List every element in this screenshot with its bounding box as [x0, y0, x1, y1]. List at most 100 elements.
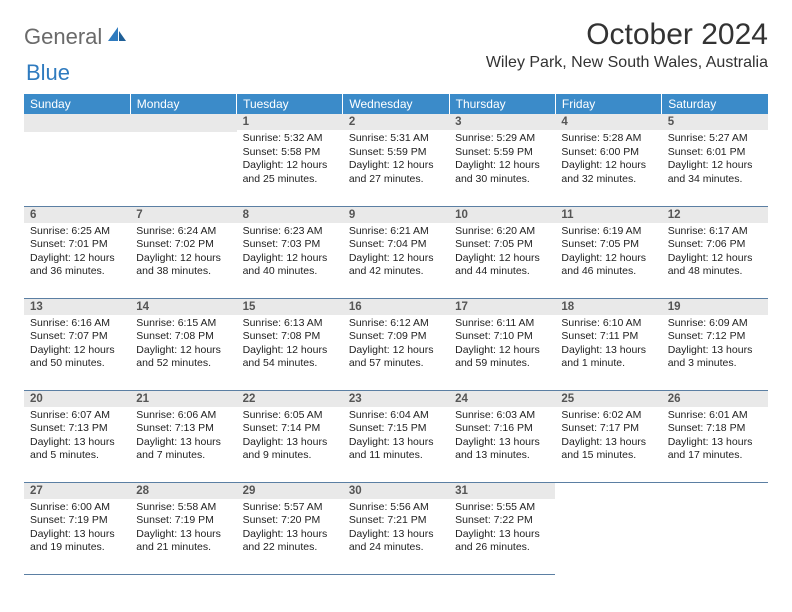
sunset-text: Sunset: 7:18 PM [668, 422, 762, 436]
calendar-week-row: 13Sunrise: 6:16 AMSunset: 7:07 PMDayligh… [24, 298, 768, 390]
sunset-text: Sunset: 7:20 PM [243, 514, 337, 528]
calendar-week-row: 20 Sunrise: 6:07 AM Sunset: 7:13 PM Dayligh… [24, 390, 768, 482]
daylight-text: Daylight: 12 hours and 46 minutes. [561, 252, 655, 279]
calendar-cell: 6Sunrise: 6:25 AMSunset: 7:01 PMDaylight… [24, 206, 130, 298]
daylight-text: Daylight: 12 hours and 30 minutes. [455, 159, 549, 186]
day-number: 1 [237, 114, 343, 130]
cell-body: Sunrise: 6:00 AMSunset: 7:19 PMDaylight:… [24, 499, 130, 560]
cell-body: Sunrise: 6:17 AMSunset: 7:06 PMDaylight:… [662, 223, 768, 284]
cell-body: Sunrise: 6:15 AMSunset: 7:08 PMDaylight:… [130, 315, 236, 376]
daylight-text: Daylight: 13 hours and 9 minutes. [243, 436, 337, 463]
sunset-text: Sunset: 7:03 PM [243, 238, 337, 252]
logo-sail-icon [106, 25, 128, 50]
daylight-text: Daylight: 13 hours and 15 minutes. [561, 436, 655, 463]
daylight-text: Daylight: 13 hours and 11 minutes. [349, 436, 443, 463]
sunrise-text: Sunrise: 6:11 AM [455, 317, 549, 331]
calendar-week-row: 6Sunrise: 6:25 AMSunset: 7:01 PMDaylight… [24, 206, 768, 298]
sunrise-text: Sunrise: 6:02 AM [561, 409, 655, 423]
sunrise-text: Sunrise: 5:58 AM [136, 501, 230, 515]
day-number: 27 [24, 483, 130, 499]
day-number: 13 [24, 299, 130, 315]
calendar-cell: 10Sunrise: 6:20 AMSunset: 7:05 PMDayligh… [449, 206, 555, 298]
day-number: 26 [662, 391, 768, 407]
daylight-text: Daylight: 13 hours and 5 minutes. [30, 436, 124, 463]
calendar-cell: 1Sunrise: 5:32 AMSunset: 5:58 PMDaylight… [237, 114, 343, 206]
calendar-cell: 22Sunrise: 6:05 AMSunset: 7:14 PMDayligh… [237, 390, 343, 482]
day-number: 4 [555, 114, 661, 130]
empty-cell [662, 483, 768, 553]
calendar-cell: 16Sunrise: 6:12 AMSunset: 7:09 PMDayligh… [343, 298, 449, 390]
calendar-cell: 25 Sunrise: 6:02 AMSunset: 7:17 PMDayligh… [555, 390, 661, 482]
day-header: Friday [555, 94, 661, 114]
day-number: 23 [343, 391, 449, 407]
day-number: 19 [662, 299, 768, 315]
day-number: 24 [449, 391, 555, 407]
sunset-text: Sunset: 7:13 PM [136, 422, 230, 436]
sunrise-text: Sunrise: 6:17 AM [668, 225, 762, 239]
calendar-cell: 8Sunrise: 6:23 AMSunset: 7:03 PMDaylight… [237, 206, 343, 298]
sunrise-text: Sunrise: 6:03 AM [455, 409, 549, 423]
sunset-text: Sunset: 5:58 PM [243, 146, 337, 160]
sunset-text: Sunset: 7:10 PM [455, 330, 549, 344]
cell-body: Sunrise: 6:16 AMSunset: 7:07 PMDaylight:… [24, 315, 130, 376]
calendar-cell: 4Sunrise: 5:28 AMSunset: 6:00 PMDaylight… [555, 114, 661, 206]
cell-body: Sunrise: 6:12 AMSunset: 7:09 PMDaylight:… [343, 315, 449, 376]
sunset-text: Sunset: 7:17 PM [561, 422, 655, 436]
empty-cell [24, 132, 130, 202]
sunrise-text: Sunrise: 6:24 AM [136, 225, 230, 239]
daylight-text: Daylight: 13 hours and 19 minutes. [30, 528, 124, 555]
day-number: 5 [662, 114, 768, 130]
daylight-text: Daylight: 12 hours and 40 minutes. [243, 252, 337, 279]
calendar-cell [130, 114, 236, 206]
sunset-text: Sunset: 7:19 PM [136, 514, 230, 528]
empty-cell [130, 132, 236, 202]
daylight-text: Daylight: 13 hours and 21 minutes. [136, 528, 230, 555]
empty-cell [555, 483, 661, 553]
cell-body: Sunrise: 6:05 AMSunset: 7:14 PMDaylight:… [237, 407, 343, 468]
cell-body: Sunrise: 6:20 AMSunset: 7:05 PMDaylight:… [449, 223, 555, 284]
calendar-cell: 2Sunrise: 5:31 AMSunset: 5:59 PMDaylight… [343, 114, 449, 206]
cell-body: Sunrise: 5:28 AMSunset: 6:00 PMDaylight:… [555, 130, 661, 191]
sunset-text: Sunset: 7:07 PM [30, 330, 124, 344]
sunset-text: Sunset: 7:04 PM [349, 238, 443, 252]
calendar-page: General October 2024 Wiley Park, New Sou… [0, 0, 792, 575]
month-title: October 2024 [486, 18, 768, 52]
sunset-text: Sunset: 7:14 PM [243, 422, 337, 436]
cell-body: Sunrise: 5:55 AMSunset: 7:22 PMDaylight:… [449, 499, 555, 560]
day-number: 12 [662, 207, 768, 223]
day-number: 9 [343, 207, 449, 223]
day-header: Wednesday [343, 94, 449, 114]
sunset-text: Sunset: 7:01 PM [30, 238, 124, 252]
sunset-text: Sunset: 7:05 PM [455, 238, 549, 252]
day-number: 17 [449, 299, 555, 315]
sunrise-text: Sunrise: 6:10 AM [561, 317, 655, 331]
cell-body: Sunrise: 6:24 AMSunset: 7:02 PMDaylight:… [130, 223, 236, 284]
cell-body: Sunrise: 6:25 AMSunset: 7:01 PMDaylight:… [24, 223, 130, 284]
cell-body: Sunrise: 6:09 AMSunset: 7:12 PMDaylight:… [662, 315, 768, 376]
day-header: Sunday [24, 94, 130, 114]
daylight-text: Daylight: 13 hours and 26 minutes. [455, 528, 549, 555]
sunset-text: Sunset: 7:05 PM [561, 238, 655, 252]
sunrise-text: Sunrise: 6:21 AM [349, 225, 443, 239]
calendar-cell: 9Sunrise: 6:21 AMSunset: 7:04 PMDaylight… [343, 206, 449, 298]
cell-body: Sunrise: 6:11 AMSunset: 7:10 PMDaylight:… [449, 315, 555, 376]
sunset-text: Sunset: 7:08 PM [136, 330, 230, 344]
day-number: 6 [24, 207, 130, 223]
sunset-text: Sunset: 7:02 PM [136, 238, 230, 252]
calendar-cell: 12Sunrise: 6:17 AMSunset: 7:06 PMDayligh… [662, 206, 768, 298]
calendar-cell: 21Sunrise: 6:06 AMSunset: 7:13 PMDayligh… [130, 390, 236, 482]
sunset-text: Sunset: 7:19 PM [30, 514, 124, 528]
day-number: 11 [555, 207, 661, 223]
day-number: 20 [24, 391, 130, 407]
calendar-cell: 23Sunrise: 6:04 AMSunset: 7:15 PMDayligh… [343, 390, 449, 482]
logo: General [24, 18, 130, 50]
sunrise-text: Sunrise: 6:07 AM [30, 409, 124, 423]
sunset-text: Sunset: 7:08 PM [243, 330, 337, 344]
sunrise-text: Sunrise: 6:15 AM [136, 317, 230, 331]
day-number: 2 [343, 114, 449, 130]
sunrise-text: Sunrise: 6:06 AM [136, 409, 230, 423]
daylight-text: Daylight: 13 hours and 24 minutes. [349, 528, 443, 555]
daylight-text: Daylight: 13 hours and 17 minutes. [668, 436, 762, 463]
daylight-text: Daylight: 13 hours and 13 minutes. [455, 436, 549, 463]
day-number: 25 [555, 391, 661, 407]
